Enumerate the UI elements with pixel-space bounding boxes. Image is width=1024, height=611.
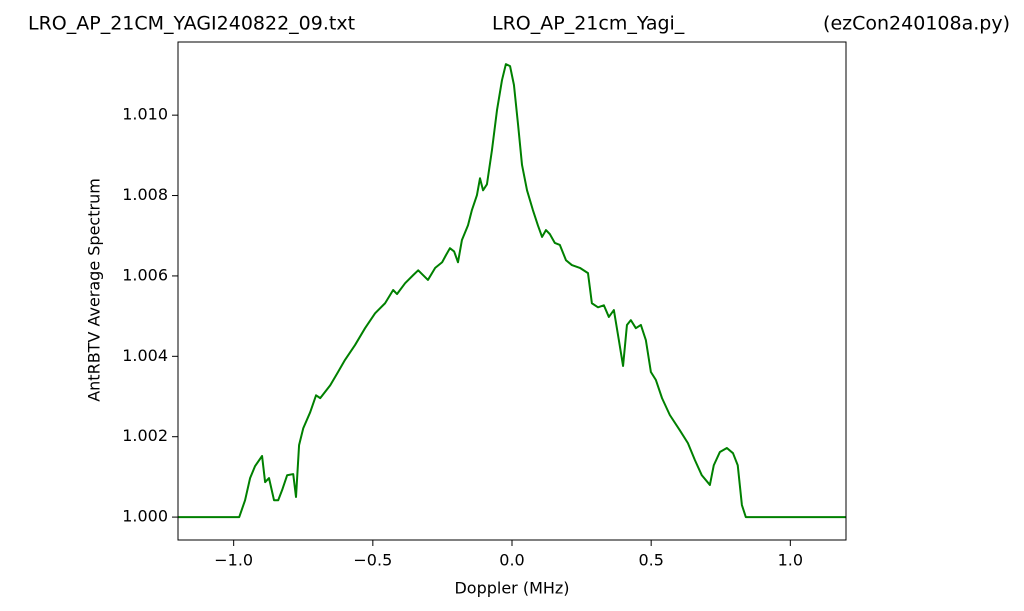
y-tick-label: 1.004 xyxy=(122,346,168,365)
x-tick-label: 0.0 xyxy=(499,551,524,570)
y-tick-label: 1.006 xyxy=(122,265,168,284)
data-line xyxy=(178,63,846,519)
y-tick-label: 1.000 xyxy=(122,507,168,526)
y-tick-label: 1.002 xyxy=(122,426,168,445)
chart-title-left: LRO_AP_21CM_YAGI240822_09.txt xyxy=(28,13,355,35)
x-axis-label: Doppler (MHz) xyxy=(454,579,569,598)
chart-title: LRO_AP_21cm_Yagi_ xyxy=(492,13,685,35)
y-tick-label: 1.008 xyxy=(122,185,168,204)
x-tick-label: −1.0 xyxy=(214,551,253,570)
plot-frame xyxy=(177,41,847,541)
y-axis-label: AntRBTV Average Spectrum xyxy=(85,178,104,402)
chart-title-right: (ezCon240108a.py) xyxy=(823,13,1010,35)
x-tick-label: 1.0 xyxy=(778,551,803,570)
x-tick-label: 0.5 xyxy=(638,551,663,570)
x-tick-label: −0.5 xyxy=(353,551,392,570)
y-tick-label: 1.010 xyxy=(122,105,168,124)
